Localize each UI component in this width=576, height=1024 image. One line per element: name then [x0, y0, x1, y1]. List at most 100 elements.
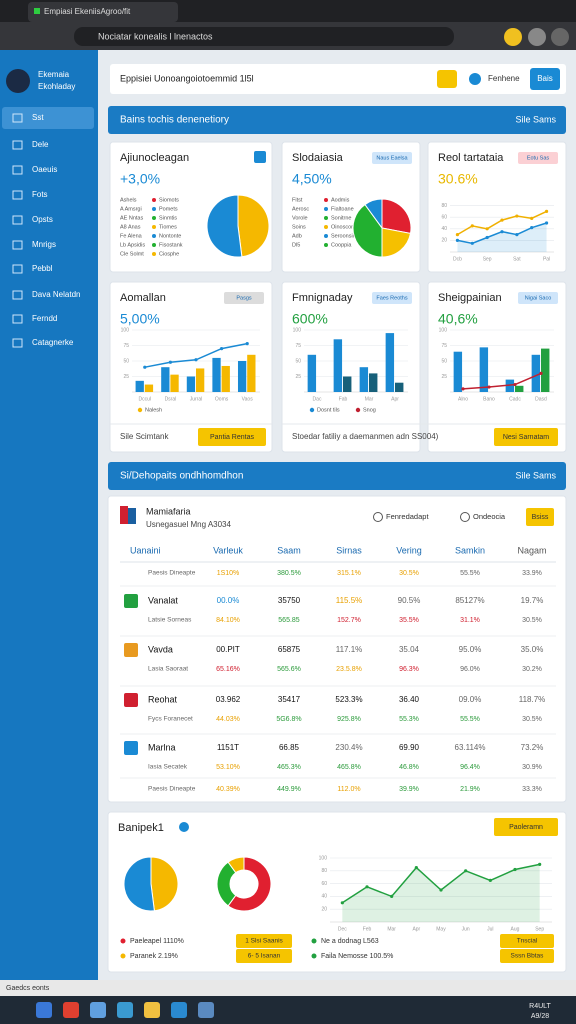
legend-label: Fisostank [159, 242, 183, 248]
table-button[interactable] [526, 508, 554, 526]
taskbar-icon[interactable] [63, 1002, 79, 1018]
taskbar-icon[interactable] [198, 1002, 214, 1018]
address-bar[interactable] [74, 27, 454, 46]
card-title: Sheigpainian [438, 292, 502, 304]
nav-item[interactable]: Sst [32, 113, 44, 122]
legend-label: AE Nntas [120, 215, 143, 221]
pie-slice [123, 856, 155, 912]
bar [212, 357, 221, 392]
nav-icon [12, 314, 23, 324]
badge [518, 152, 558, 164]
row-cell: 117.1% [336, 645, 363, 654]
taskbar-icon[interactable] [171, 1002, 187, 1018]
nav-item[interactable]: Dele [32, 140, 49, 149]
footer-button[interactable] [198, 428, 266, 446]
legend-label: Snog [363, 407, 376, 413]
bottom-button[interactable] [494, 818, 558, 836]
x-tick-label: May [436, 926, 446, 932]
nav-item[interactable]: Pebbl [32, 264, 53, 273]
badge [372, 292, 412, 304]
nav-item[interactable]: Ferndd [32, 314, 57, 323]
footer-button[interactable] [494, 428, 558, 446]
legend-label: Ne a dodnag L563 [321, 938, 379, 945]
radio-label: Ondeocia [473, 512, 506, 521]
footer-button-label: Pantia Rentas [210, 434, 254, 441]
section-title: Bains tochis denenetiory [120, 115, 229, 126]
card-icon[interactable] [254, 151, 266, 163]
point [500, 218, 504, 222]
point [390, 894, 394, 899]
taskbar-icon[interactable] [36, 1002, 52, 1018]
row-icon [124, 741, 138, 755]
bar [237, 361, 247, 392]
taskbar-icon[interactable] [90, 1002, 106, 1018]
row-subcell: 53.10% [216, 764, 240, 771]
nav-item[interactable]: Mnrigs [32, 240, 56, 249]
card-title: Fmnignaday [292, 292, 353, 304]
dot [309, 407, 315, 413]
legend-label: A Amsrgi [120, 206, 142, 212]
bar [395, 382, 404, 392]
section-action[interactable]: Sile Sams [515, 114, 556, 124]
y-tick-label: 75 [123, 343, 129, 349]
column-header: Nagam [517, 545, 546, 555]
row-cell: 65875 [278, 645, 301, 654]
search: Eppisiei Uonoangoiotoemmid 1l5l [120, 73, 254, 83]
radio[interactable] [373, 512, 383, 522]
footer-text: Stoedar fatiliy a daemanmen adn SS004) [292, 432, 439, 441]
card-value: 4,50% [292, 171, 332, 187]
y-tick-label: 40 [441, 226, 447, 232]
y-tick-label: 100 [319, 855, 328, 861]
legend-label: Soins [292, 224, 306, 230]
legend-label: Sonitrne [331, 215, 352, 221]
point [513, 382, 517, 387]
card-value: 600% [292, 311, 328, 327]
header-icon[interactable] [437, 70, 457, 88]
nav-item[interactable]: Dava Nelatdn [32, 290, 80, 299]
section-action[interactable]: Sile Sams [515, 470, 556, 480]
nav-item[interactable]: Oaeuis [32, 165, 57, 174]
point [500, 230, 504, 234]
row-icon [124, 643, 138, 657]
nav-item[interactable]: Fots [32, 190, 48, 199]
row-subcell: 315.1% [337, 570, 361, 577]
section-title: Si/Dehopaits ondhhomdhon [120, 471, 243, 482]
row-cell: Marlna [148, 742, 176, 752]
row-subcell: 46.8% [399, 764, 419, 771]
row-subcell: 31.1% [460, 617, 480, 624]
header-button[interactable] [530, 68, 560, 90]
legend-label: Faila Nemosse 100.5% [321, 953, 393, 960]
pie-slice [227, 856, 272, 912]
date: A9/28 [531, 1013, 549, 1020]
y-tick-label: 100 [439, 327, 448, 333]
taskbar-icon[interactable] [117, 1002, 133, 1018]
bar [479, 347, 489, 392]
radio[interactable] [460, 512, 470, 522]
taskbar-icon[interactable] [144, 1002, 160, 1018]
y-tick-label: 20 [321, 907, 327, 913]
row-cell: 73.2% [521, 743, 544, 752]
nav-item[interactable]: Catagnerke [32, 338, 74, 347]
row-cell: 1151T [217, 743, 239, 752]
point [340, 901, 344, 905]
row-cell: 95.0% [459, 645, 482, 654]
pie-slice [150, 856, 179, 912]
nav-item[interactable]: Opsts [32, 215, 53, 224]
row-subcell: 1S10% [217, 570, 240, 577]
row-cell: 00.0% [217, 596, 240, 605]
status-text: Gaedcs eonts [6, 985, 50, 992]
point [414, 866, 418, 870]
point [455, 233, 460, 237]
x-tick-label: Dccul [139, 396, 152, 402]
legend-label: Lb Apsidis [120, 242, 145, 248]
y-tick-label: 75 [295, 343, 301, 349]
point [513, 867, 517, 872]
row-subcell: 465.3% [277, 764, 301, 771]
bottom-button-label: Paoleramn [509, 824, 543, 831]
user-name: Ekemaia [38, 70, 70, 79]
card [427, 281, 567, 453]
tab[interactable] [28, 2, 178, 22]
tag-label: 6- 5 Isanan [248, 953, 281, 960]
legend-label: Ashels [120, 197, 137, 203]
point [168, 360, 172, 364]
